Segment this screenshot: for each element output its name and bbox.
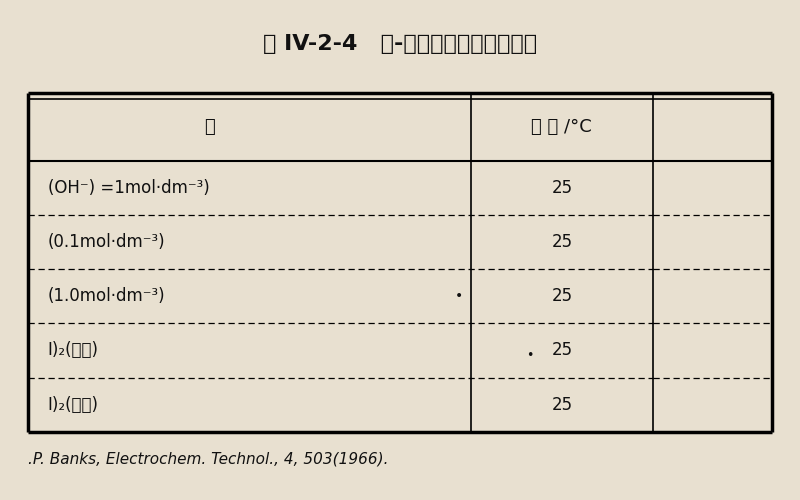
Text: 25: 25 (551, 233, 573, 251)
Text: •: • (454, 289, 463, 303)
Text: •: • (526, 349, 534, 362)
Text: 25: 25 (551, 178, 573, 196)
Text: I)₂(饱和): I)₂(饱和) (48, 342, 98, 359)
Text: (OH⁻) =1mol·dm⁻³): (OH⁻) =1mol·dm⁻³) (48, 178, 210, 196)
Text: 极: 极 (204, 118, 215, 136)
Text: 25: 25 (551, 342, 573, 359)
Text: I)₂(饱和): I)₂(饱和) (48, 396, 98, 414)
Text: .P. Banks, Electrochem. Technol., 4, 503(1966).: .P. Banks, Electrochem. Technol., 4, 503… (28, 452, 389, 466)
Text: 25: 25 (551, 287, 573, 305)
Text: 温 度 /°C: 温 度 /°C (531, 118, 592, 136)
Text: (0.1mol·dm⁻³): (0.1mol·dm⁻³) (48, 233, 166, 251)
Text: 25: 25 (551, 396, 573, 414)
Text: (1.0mol·dm⁻³): (1.0mol·dm⁻³) (48, 287, 166, 305)
Text: 表 IV-2-4   汞-氧化汞电极的电极电势: 表 IV-2-4 汞-氧化汞电极的电极电势 (263, 34, 537, 54)
